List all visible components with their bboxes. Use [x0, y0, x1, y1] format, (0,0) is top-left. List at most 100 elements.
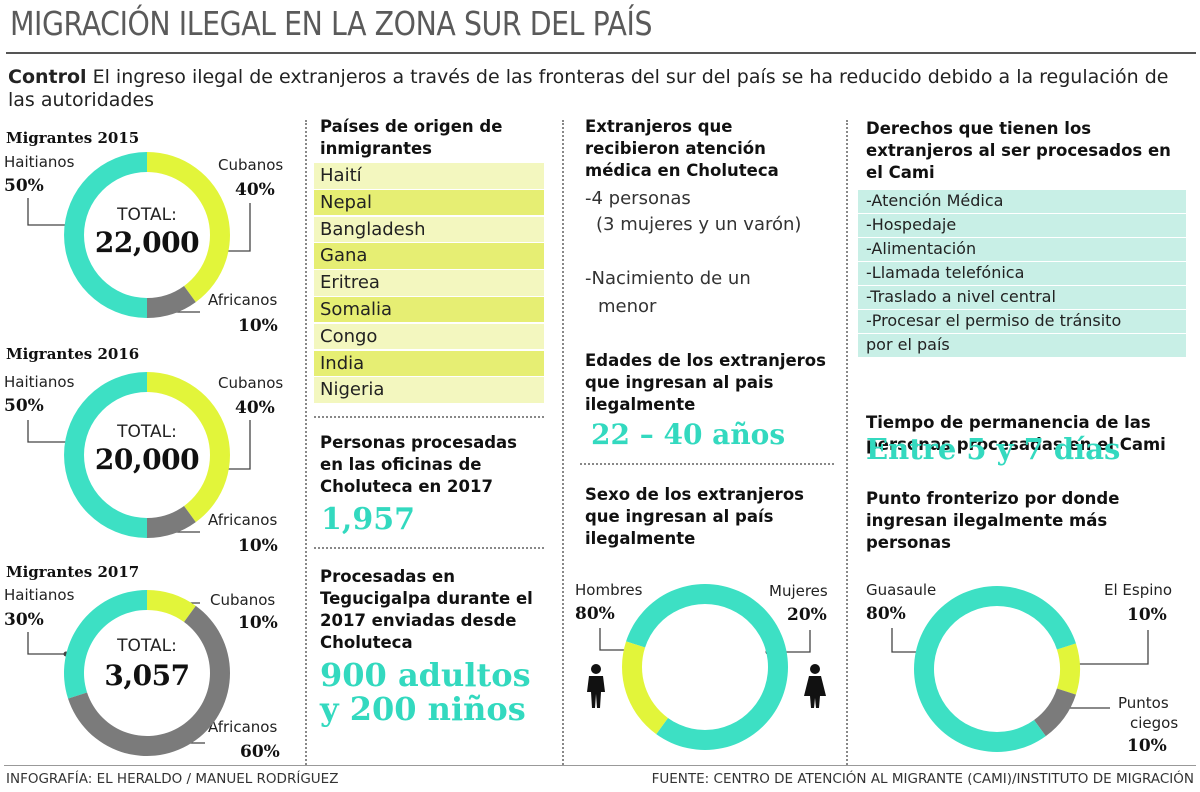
atencion-item1b: (3 mujeres y un varón): [596, 214, 802, 235]
male-icon: [587, 664, 605, 708]
female-icon: [804, 664, 826, 708]
pais-item: Congo: [314, 323, 544, 350]
atencion-item1: -4 personas: [585, 188, 691, 209]
donut-sexo: [622, 584, 788, 750]
footer-credit: INFOGRAFÍA: EL HERALDO / MANUEL RODRÍGUE…: [6, 771, 339, 787]
intro-bold: Control: [8, 66, 87, 88]
procesadas-choluteca-value: 1,957: [321, 502, 415, 537]
pais-item: Eritrea: [314, 270, 544, 296]
atencion-heading: Extranjeros que recibieron atención médi…: [585, 117, 779, 180]
footer-source: FUENTE: CENTRO DE ATENCIÓN AL MIGRANTE (…: [651, 771, 1194, 787]
donut-slice-haitianos: [64, 372, 147, 538]
label-haitianos-2017: Haitianos: [4, 586, 75, 604]
chart-title-2015: Migrantes 2015: [6, 129, 140, 147]
tiempo-value: Entre 5 y 7 días: [866, 432, 1121, 466]
paises-heading: Países de origen de inmigrantes: [320, 117, 503, 158]
footer-rule: [4, 765, 1196, 766]
label-cubanos-2016: Cubanos: [218, 374, 284, 392]
label-hombres: Hombres: [575, 581, 643, 599]
total-value-2016: 20,000: [94, 443, 200, 476]
donut-slice-haitianos: [63, 590, 147, 699]
derechos-heading: Derechos que tienen los extranjeros al s…: [866, 119, 1171, 182]
title-rule: [6, 52, 1196, 54]
label-haitianos-2015: Haitianos: [4, 153, 75, 171]
page-title: MIGRACIÓN ILEGAL EN LA ZONA SUR DEL PAÍS: [10, 4, 653, 43]
donut-slice-africanos: [147, 285, 196, 318]
punto-heading: Punto fronterizo por donde ingresan ileg…: [866, 489, 1120, 552]
pct-africanos-2017: 60%: [240, 742, 280, 762]
pct-cubanos-2016: 40%: [235, 398, 275, 418]
pct-puntos-ciegos: 10%: [1127, 736, 1167, 756]
chart-title-2017: Migrantes 2017: [6, 563, 140, 581]
label-africanos-2016: Africanos: [208, 511, 278, 529]
pais-item: Somalia: [314, 296, 544, 323]
atencion-item2: -Nacimiento de un: [585, 268, 751, 289]
sexo-heading: Sexo de los extranjeros que ingresan al …: [585, 485, 804, 548]
procesadas-tegucigalpa-heading: Procesadas en Tegucigalpa durante el 201…: [320, 567, 533, 652]
pais-item: India: [314, 350, 544, 377]
pct-el-espino: 10%: [1127, 605, 1167, 625]
derecho-item: -Atención Médica: [858, 190, 1186, 213]
donut-slice-el-espino: [1056, 643, 1080, 695]
divider-c2-1: [314, 416, 544, 418]
intro-body: El ingreso ilegal de extranjeros a travé…: [8, 66, 1169, 111]
donut-slice-haitianos: [64, 152, 147, 318]
donut-slice-puntos-ciegos: [1034, 688, 1076, 737]
procesadas-tegucigalpa-line2: y 200 niños: [320, 690, 526, 728]
pais-item: Nepal: [314, 189, 544, 216]
label-puntos-ciegos-1: Puntos: [1118, 694, 1169, 712]
column-divider-1: [305, 120, 307, 765]
derecho-item: -Hospedaje: [858, 214, 1186, 237]
label-cubanos-2017: Cubanos: [210, 591, 276, 609]
intro-text: Control El ingreso ilegal de extranjeros…: [8, 66, 1194, 112]
total-value-2017: 3,057: [104, 659, 190, 692]
donut-punto: [914, 586, 1080, 752]
derecho-item: -Traslado a nivel central: [858, 286, 1186, 309]
atencion-item2b: menor: [598, 296, 657, 317]
donut-slice-cubanos: [147, 590, 196, 623]
label-guasaule: Guasaule: [866, 581, 937, 599]
total-value-2015: 22,000: [94, 226, 200, 259]
label-africanos-2017: Africanos: [208, 718, 278, 736]
procesadas-choluteca-heading: Personas procesadas en las oficinas de C…: [320, 433, 518, 496]
pais-item: Nigeria: [314, 377, 544, 403]
column-divider-3: [846, 120, 848, 765]
label-cubanos-2015: Cubanos: [218, 156, 284, 174]
pct-cubanos-2017: 10%: [238, 613, 278, 633]
derecho-item: -Llamada telefónica: [858, 262, 1186, 285]
edades-heading: Edades de los extranjeros que ingresan a…: [585, 351, 826, 414]
total-label-2016: TOTAL:: [117, 422, 177, 442]
divider-c3-1: [580, 463, 834, 465]
donut-slice-cubanos: [147, 372, 230, 523]
edades-value: 22 – 40 años: [591, 418, 786, 451]
donut-2016: [64, 372, 230, 538]
pais-item: Gana: [314, 243, 544, 269]
tiempo-heading: Tiempo de permanencia de las personas pr…: [866, 413, 1166, 454]
pct-haitianos-2017: 30%: [4, 610, 44, 630]
pais-item: Bangladesh: [314, 216, 544, 243]
label-africanos-2015: Africanos: [208, 291, 278, 309]
pct-cubanos-2015: 40%: [235, 180, 275, 200]
pct-hombres: 80%: [575, 604, 615, 624]
total-label-2017: TOTAL:: [117, 636, 177, 656]
donut-2017: [63, 590, 230, 756]
donut-slice-africanos: [147, 505, 196, 538]
pct-guasaule: 80%: [866, 604, 906, 624]
pct-africanos-2016: 10%: [238, 536, 278, 556]
derecho-item: -Alimentación: [858, 238, 1186, 261]
pct-haitianos-2015: 50%: [4, 176, 44, 196]
pct-haitianos-2016: 50%: [4, 396, 44, 416]
derechos-list: -Atención Médica -Hospedaje -Alimentación -…: [858, 190, 1186, 358]
donut-slice-cubanos: [147, 152, 230, 303]
pct-mujeres: 20%: [787, 605, 827, 625]
label-el-espino: El Espino: [1104, 581, 1173, 599]
label-mujeres: Mujeres: [769, 582, 828, 600]
label-puntos-ciegos-2: ciegos: [1130, 714, 1179, 732]
divider-c2-2: [314, 547, 544, 549]
chart-title-2016: Migrantes 2016: [6, 345, 140, 363]
procesadas-tegucigalpa-line1: 900 adultos: [320, 656, 531, 694]
derecho-item: por el país: [858, 334, 1186, 357]
pais-item: Haití: [314, 163, 544, 189]
derecho-item: -Procesar el permiso de tránsito: [858, 310, 1186, 333]
total-label-2015: TOTAL:: [117, 205, 177, 225]
